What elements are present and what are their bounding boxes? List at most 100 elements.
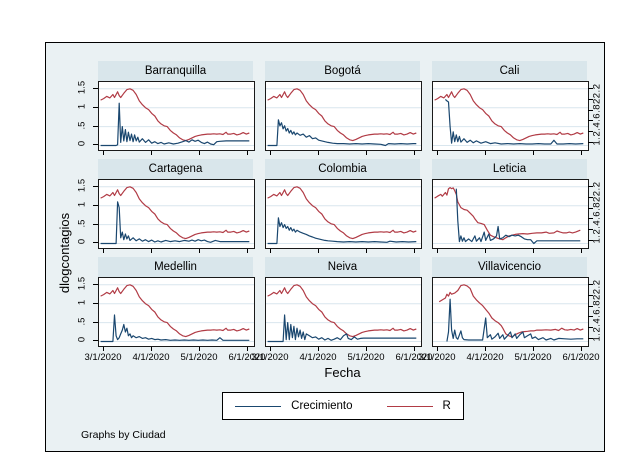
y-tickmark <box>93 126 98 127</box>
right-tickmark <box>588 197 593 198</box>
panel-plot <box>432 179 589 249</box>
x-tick-label: 3/1/2020 <box>418 352 456 363</box>
legend-label-crecimiento: Crecimiento <box>291 400 353 412</box>
y-tickmark <box>93 144 98 145</box>
x-tickmark <box>533 151 534 155</box>
y-tickmark <box>93 303 98 304</box>
x-tickmark <box>485 347 486 351</box>
panel-plot <box>265 81 422 151</box>
right-tickmark <box>588 284 593 285</box>
x-tickmark <box>270 249 271 253</box>
panel-title: Bogotá <box>265 61 420 81</box>
x-tick-label: 5/1/2020 <box>514 352 552 363</box>
panels-grid: Barranquilla Bogotá Cali Cartagena Colombia L… <box>98 61 589 347</box>
x-tickmark <box>151 347 152 351</box>
panel-plot <box>265 277 422 347</box>
panel-villavicencio: Villavicencio <box>432 257 589 347</box>
x-tickmark <box>151 249 152 253</box>
x-tick-label: 3/1/2020 <box>251 352 289 363</box>
y-tickmark <box>93 242 98 243</box>
x-tickmark <box>581 347 582 351</box>
x-tick-label: 4/1/2020 <box>466 352 504 363</box>
x-tickmark <box>414 347 415 351</box>
x-tickmark <box>151 151 152 155</box>
panel-plot <box>432 277 589 347</box>
panel-barranquilla: Barranquilla <box>98 61 255 151</box>
right-tickmark <box>588 131 593 132</box>
x-tickmark <box>318 249 319 253</box>
x-tickmark <box>270 347 271 351</box>
y-tickmark <box>93 107 98 108</box>
panel-plot <box>265 179 422 249</box>
x-tickmark <box>318 151 319 155</box>
panel-title: Villavicencio <box>432 257 587 277</box>
right-tickmark <box>588 88 593 89</box>
panel-plot <box>432 81 589 151</box>
x-tick-label: 6/1/2020 <box>228 352 266 363</box>
legend-line-r <box>386 405 433 407</box>
x-tickmark <box>533 347 534 351</box>
panel-plot <box>98 179 255 249</box>
legend-label-r: R <box>442 400 451 412</box>
x-tick-label: 6/1/2020 <box>562 352 600 363</box>
y-tickmark <box>93 340 98 341</box>
x-tickmark <box>270 151 271 155</box>
right-tickmark <box>588 229 593 230</box>
y-tickmark <box>93 284 98 285</box>
right-tickmark <box>588 218 593 219</box>
x-tickmark <box>199 151 200 155</box>
y-tick-label: 1.5 <box>76 276 88 291</box>
right-tickmark <box>588 338 593 339</box>
x-tickmark <box>414 151 415 155</box>
x-tickmark <box>485 151 486 155</box>
right-tickmark <box>588 240 593 241</box>
legend: Crecimiento R <box>222 392 464 420</box>
panel-leticia: Leticia <box>432 159 589 249</box>
legend-line-crecimiento <box>235 405 282 407</box>
x-tickmark <box>533 249 534 253</box>
y-tickmark <box>93 322 98 323</box>
y-tick-label: 1.5 <box>76 80 88 95</box>
panel-title: Medellin <box>98 257 253 277</box>
x-tickmark <box>366 347 367 351</box>
x-tick-label: 5/1/2020 <box>347 352 385 363</box>
right-tickmark <box>588 186 593 187</box>
panel-title: Leticia <box>432 159 587 179</box>
x-tickmark <box>485 249 486 253</box>
x-tickmark <box>437 347 438 351</box>
x-tickmark <box>247 347 248 351</box>
panel-cali: Cali <box>432 61 589 151</box>
x-tickmark <box>414 249 415 253</box>
y-tickmark <box>93 224 98 225</box>
x-tickmark <box>199 249 200 253</box>
x-tickmark <box>437 249 438 253</box>
panel-cartagena: Cartagena <box>98 159 255 249</box>
x-tickmark <box>103 347 104 351</box>
y-tickmark <box>93 88 98 89</box>
x-tickmark <box>247 249 248 253</box>
right-tickmark <box>588 327 593 328</box>
right-tickmark <box>588 110 593 111</box>
panel-plot <box>98 81 255 151</box>
panel-colombia: Colombia <box>265 159 422 249</box>
panel-title: Barranquilla <box>98 61 253 81</box>
y-tickmark <box>93 205 98 206</box>
x-tick-label: 4/1/2020 <box>299 352 337 363</box>
right-tickmark <box>588 295 593 296</box>
panel-plot <box>98 277 255 347</box>
x-tickmark <box>247 151 248 155</box>
x-axis-title: Fecha <box>324 365 361 380</box>
right-tickmark <box>588 142 593 143</box>
right-axis-tick-text: 1.2.4.6.822.2 <box>591 83 603 146</box>
x-tickmark <box>103 151 104 155</box>
x-tick-label: 6/1/2020 <box>395 352 433 363</box>
graph-frame: dlogcontagios Barranquilla Bogotá Cali Cart… <box>45 42 605 452</box>
right-tickmark <box>588 99 593 100</box>
x-tickmark <box>318 347 319 351</box>
x-tickmark <box>366 151 367 155</box>
panel-title: Cali <box>432 61 587 81</box>
panel-bogotá: Bogotá <box>265 61 422 151</box>
x-tickmark <box>581 249 582 253</box>
right-tickmark <box>588 306 593 307</box>
x-tick-label: 4/1/2020 <box>132 352 170 363</box>
